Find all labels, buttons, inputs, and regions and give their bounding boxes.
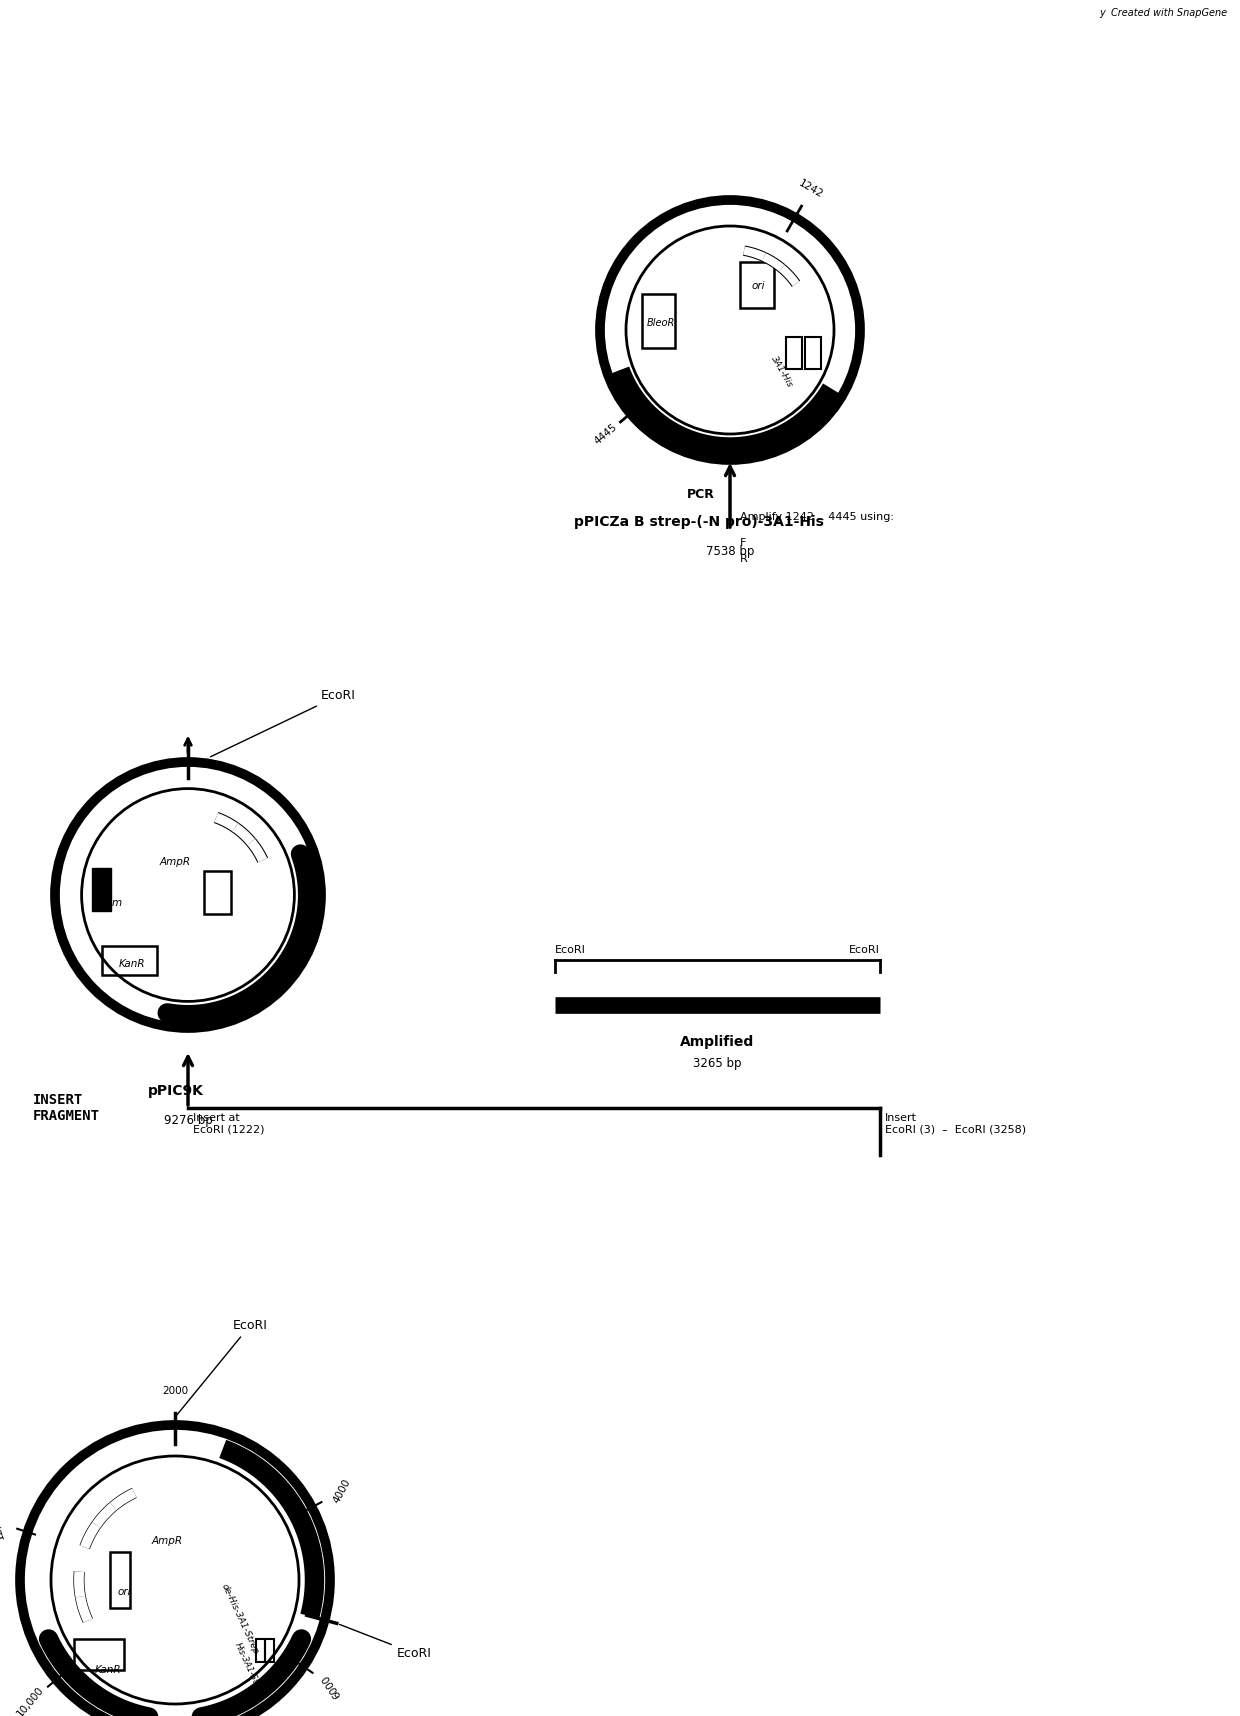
Text: 7538 bp: 7538 bp (706, 544, 754, 558)
Text: PCR: PCR (687, 489, 715, 501)
Text: Insert
EcoRI (3)  –  EcoRI (3258): Insert EcoRI (3) – EcoRI (3258) (885, 1114, 1027, 1134)
Text: EcoRI: EcoRI (556, 946, 585, 956)
Text: 9276 bp: 9276 bp (164, 1114, 212, 1127)
Text: INSERT
FRAGMENT: INSERT FRAGMENT (33, 1093, 100, 1122)
Text: 3A1-His: 3A1-His (769, 353, 795, 390)
Text: EcoRI: EcoRI (849, 946, 880, 956)
Text: 6000: 6000 (320, 1671, 343, 1699)
Text: Amplified: Amplified (681, 1035, 755, 1048)
Text: F: F (740, 539, 746, 547)
Text: 12,000: 12,000 (0, 1503, 5, 1541)
Text: KanR: KanR (119, 959, 145, 970)
Text: 1242: 1242 (797, 178, 826, 201)
Text: ori: ori (117, 1587, 130, 1598)
Text: pPIC9K: pPIC9K (148, 1085, 203, 1098)
Text: de-His-3A1-Strep: de-His-3A1-Strep (219, 1582, 260, 1656)
Circle shape (600, 201, 861, 460)
Text: BleoR: BleoR (647, 319, 676, 328)
Text: 4000: 4000 (331, 1477, 352, 1505)
Text: EcoRI: EcoRI (177, 1320, 268, 1416)
Text: y  Created with SnapGene: y Created with SnapGene (1100, 9, 1228, 17)
Circle shape (55, 762, 321, 1028)
Circle shape (20, 1424, 330, 1716)
Text: R: R (740, 554, 748, 565)
Text: EcoRI: EcoRI (340, 1625, 432, 1659)
Text: 4445: 4445 (593, 422, 619, 446)
Text: 2000: 2000 (162, 1387, 188, 1395)
Text: pPICZa B strep-(-N pro)-3A1-His: pPICZa B strep-(-N pro)-3A1-His (574, 515, 823, 529)
FancyBboxPatch shape (92, 868, 110, 911)
Text: 3265 bp: 3265 bp (693, 1057, 742, 1071)
Text: ori: ori (751, 281, 765, 290)
Text: bom: bom (99, 897, 123, 908)
Text: AmpR: AmpR (159, 856, 190, 867)
Text: His-3A1-Strep: His-3A1-Strep (233, 1642, 265, 1699)
Text: Amplify 1242 .. 4445 using:: Amplify 1242 .. 4445 using: (740, 511, 894, 522)
Text: KanR: KanR (95, 1665, 122, 1675)
Text: 10,000: 10,000 (15, 1685, 46, 1716)
Text: AmpR: AmpR (151, 1536, 182, 1546)
Text: Insert at
EcoRI (1222): Insert at EcoRI (1222) (193, 1114, 264, 1134)
Text: EcoRI: EcoRI (211, 690, 356, 757)
